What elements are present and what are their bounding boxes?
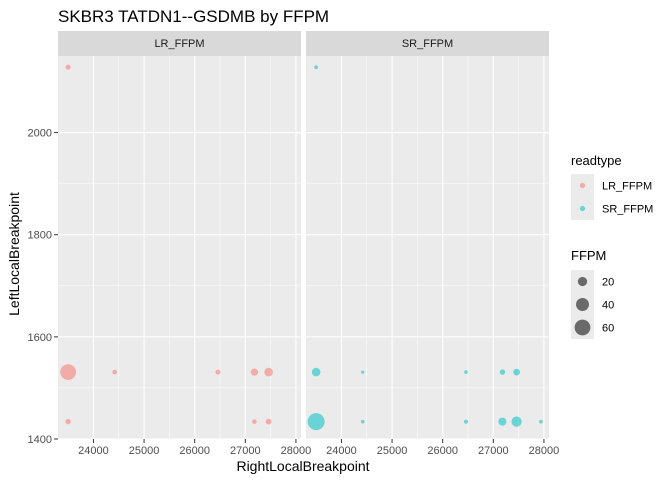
x-tick-label: 26000 [179, 445, 210, 457]
legend-color-label: LR_FFPM [602, 181, 652, 193]
facet-panels: LR_FFPM 24000 25000 26000 27000 28000 1400 1600… [28, 31, 559, 457]
data-point [539, 419, 543, 424]
legend-size-label: 20 [602, 277, 614, 289]
data-point [307, 413, 325, 431]
x-tick-label: 28000 [529, 445, 560, 457]
x-tick-label: 24000 [326, 445, 357, 457]
chart-title: SKBR3 TATDN1--GSDMB by FFPM [58, 7, 329, 26]
data-point [60, 364, 77, 380]
data-point [463, 419, 469, 424]
data-point [65, 418, 71, 425]
legend-color-label: SR_FFPM [602, 204, 653, 216]
data-point [112, 369, 118, 375]
data-point [360, 419, 365, 424]
y-tick-label: 1400 [28, 434, 52, 446]
legend-size-swatch [576, 298, 589, 311]
legend-color-swatch [579, 182, 586, 189]
data-point [264, 367, 273, 377]
y-tick-label: 1600 [28, 332, 52, 344]
data-point [215, 369, 221, 375]
x-tick-label: 25000 [129, 445, 160, 457]
data-point [498, 417, 507, 426]
data-point [511, 416, 522, 427]
x-tick-label: 27000 [478, 445, 509, 457]
x-tick-label: 28000 [281, 445, 312, 457]
data-point [265, 418, 272, 425]
x-axis-title: RightLocalBreakpoint [236, 458, 369, 474]
data-point [464, 370, 468, 374]
size-legend-title: FFPM [571, 248, 606, 263]
x-tick-label: 26000 [427, 445, 458, 457]
facet-strip-label: LR_FFPM [154, 38, 204, 50]
y-tick-label: 2000 [28, 128, 52, 140]
data-point [250, 368, 259, 376]
data-point [499, 369, 506, 375]
legend-size-swatch [574, 319, 591, 336]
legend-size-label: 40 [602, 300, 614, 312]
panel-background [58, 56, 301, 439]
color-legend-title: readtype [571, 153, 622, 168]
data-point [311, 367, 321, 377]
facet-strip [306, 31, 549, 56]
data-point [252, 419, 257, 424]
legend-size-swatch [577, 276, 588, 287]
y-tick-label: 1800 [28, 230, 52, 242]
facet-strip [58, 31, 301, 56]
panel-lr-ffpm: LR_FFPM 24000 25000 26000 27000 28000 1400 1600… [28, 31, 312, 457]
panel-background [306, 56, 549, 439]
x-tick-label: 27000 [230, 445, 261, 457]
facet-strip-label: SR_FFPM [402, 38, 453, 50]
legend-color-swatch [579, 205, 586, 212]
legend-size-label: 60 [602, 323, 614, 335]
data-point [65, 64, 71, 70]
y-axis-title: LeftLocalBreakpoint [6, 192, 22, 316]
data-point [513, 368, 520, 376]
x-tick-label: 24000 [78, 445, 109, 457]
x-tick-label: 25000 [377, 445, 408, 457]
data-point [361, 370, 365, 374]
legend: readtype LR_FFPM SR_FFPM FFPM 20 40 60 [571, 153, 653, 339]
data-point [314, 65, 318, 70]
panel-sr-ffpm: SR_FFPM 24000 25000 26000 27000 28000 [306, 31, 559, 457]
